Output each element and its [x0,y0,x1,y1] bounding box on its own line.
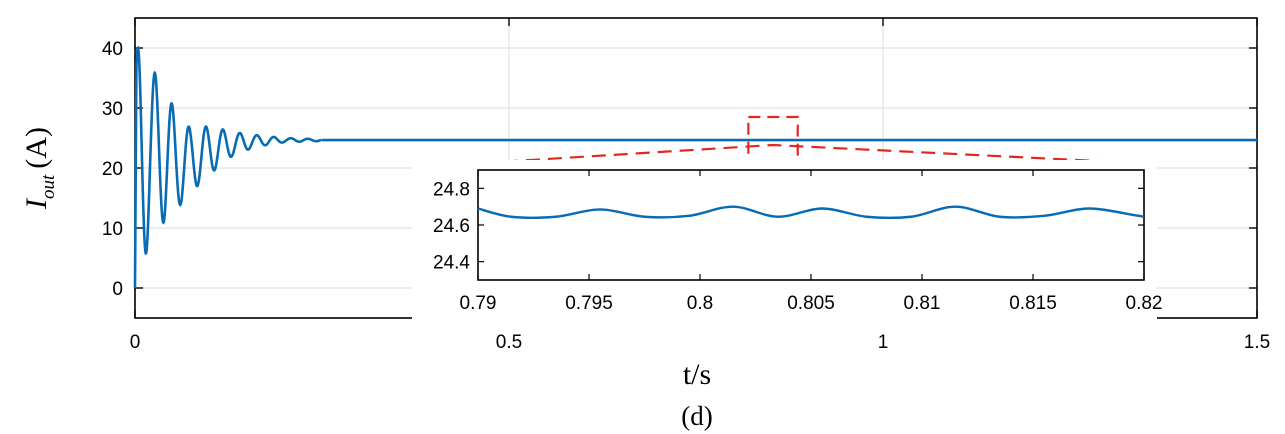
series-transient [133,45,323,289]
inset-x-tick-label: 0.8 [687,293,713,314]
figure-caption: (d) [681,401,712,431]
inset-y-tick-label: 24.4 [433,253,470,274]
y-tick-label: 40 [102,39,123,60]
y-axis-label-main: I [20,197,53,210]
inset-series [477,205,1145,220]
x-tick-label: 0 [130,332,141,353]
inset-background [412,160,1157,320]
inset-y-tick-label: 24.6 [433,216,470,237]
y-axis-label: Iout (A) [20,127,59,210]
y-tick-label: 30 [102,99,123,120]
y-axis-label-unit: (A) [20,127,53,169]
inset-x-tick-label: 0.795 [565,293,613,314]
y-axis-label-subscript: out [38,174,59,199]
x-tick-label: 1 [878,332,889,353]
inset-x-tick-label: 0.815 [1009,293,1057,314]
inset-ticks: 0.79 0.795 0.8 0.805 0.81 0.815 0.82 24.4 24.6 24… [433,170,1162,314]
inset-series-line [477,205,1145,220]
svg-text:Iout(A): Iout (A) [20,127,59,210]
inset-x-tick-label: 0.81 [904,293,941,314]
inset-x-tick-label: 0.79 [460,293,497,314]
zoom-connector [481,143,1139,165]
y-tick-label: 20 [102,159,123,180]
inset-y-tick-label: 24.8 [433,179,470,200]
inset-x-tick-label: 0.82 [1126,293,1163,314]
inset-x-tick-label: 0.805 [787,293,835,314]
x-tick-label: 0.5 [496,332,522,353]
x-axis-label: t/s [683,358,711,391]
main-series [133,45,1257,289]
y-tick-label: 10 [102,219,123,240]
y-tick-label: 0 [112,279,123,300]
x-tick-label: 1.5 [1244,332,1270,353]
